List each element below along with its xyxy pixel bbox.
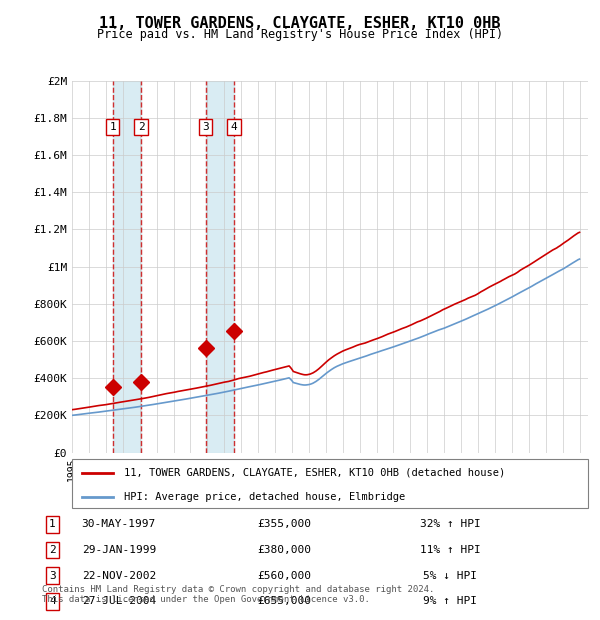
Text: £380,000: £380,000 [257, 545, 311, 555]
Text: 1: 1 [49, 520, 56, 529]
Text: 4: 4 [49, 596, 56, 606]
Text: 2: 2 [137, 122, 145, 132]
Text: 22-NOV-2002: 22-NOV-2002 [82, 570, 156, 581]
Text: 30-MAY-1997: 30-MAY-1997 [82, 520, 156, 529]
Text: 2: 2 [49, 545, 56, 555]
Text: £655,000: £655,000 [257, 596, 311, 606]
Text: £355,000: £355,000 [257, 520, 311, 529]
Bar [113, 81, 141, 453]
Text: 29-JAN-1999: 29-JAN-1999 [82, 545, 156, 555]
Text: 11% ↑ HPI: 11% ↑ HPI [419, 545, 481, 555]
Text: HPI: Average price, detached house, Elmbridge: HPI: Average price, detached house, Elmb… [124, 492, 405, 502]
Text: 27-JUL-2004: 27-JUL-2004 [82, 596, 156, 606]
Text: £560,000: £560,000 [257, 570, 311, 581]
Text: Contains HM Land Registry data © Crown copyright and database right 2024.
This d: Contains HM Land Registry data © Crown c… [42, 585, 434, 604]
Text: Price paid vs. HM Land Registry's House Price Index (HPI): Price paid vs. HM Land Registry's House … [97, 28, 503, 41]
Text: 9% ↑ HPI: 9% ↑ HPI [423, 596, 477, 606]
Text: 11, TOWER GARDENS, CLAYGATE, ESHER, KT10 0HB: 11, TOWER GARDENS, CLAYGATE, ESHER, KT10… [99, 16, 501, 30]
Text: 3: 3 [202, 122, 209, 132]
Text: 5% ↓ HPI: 5% ↓ HPI [423, 570, 477, 581]
Text: 11, TOWER GARDENS, CLAYGATE, ESHER, KT10 0HB (detached house): 11, TOWER GARDENS, CLAYGATE, ESHER, KT10… [124, 467, 505, 477]
Text: 3: 3 [49, 570, 56, 581]
FancyBboxPatch shape [72, 459, 588, 508]
Text: 4: 4 [230, 122, 237, 132]
Text: 1: 1 [109, 122, 116, 132]
Text: 32% ↑ HPI: 32% ↑ HPI [419, 520, 481, 529]
Bar [206, 81, 234, 453]
